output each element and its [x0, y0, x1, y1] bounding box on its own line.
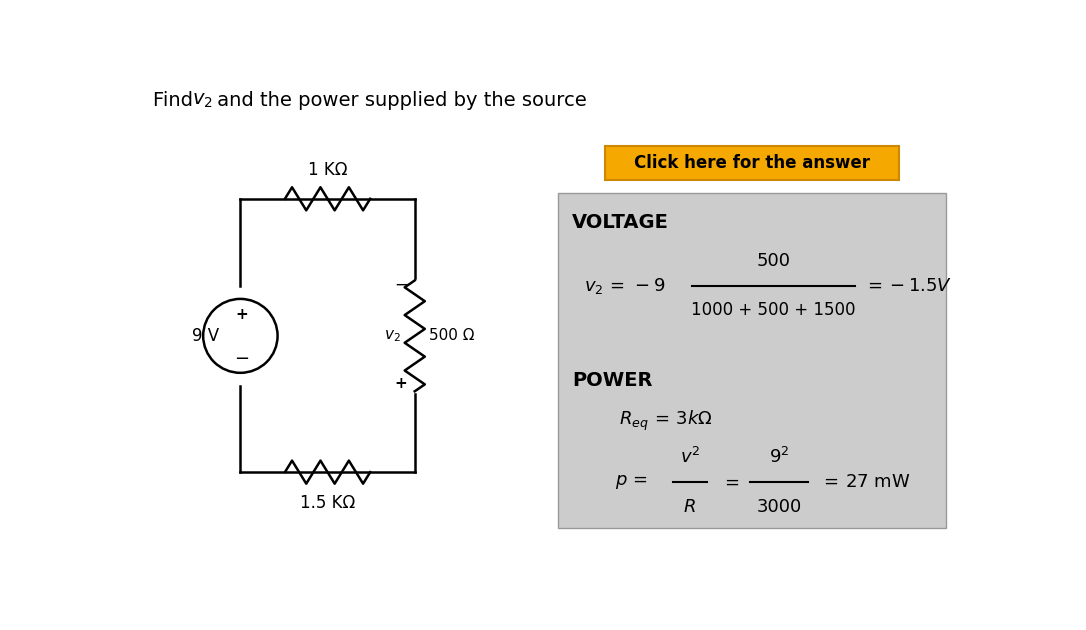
Text: Click here for the answer: Click here for the answer — [634, 154, 870, 171]
Text: VOLTAGE: VOLTAGE — [572, 213, 669, 232]
Text: +: + — [394, 376, 407, 391]
Text: $=$: $=$ — [721, 473, 740, 491]
Text: $v_2$: $v_2$ — [384, 328, 401, 344]
Text: $R_{eq}\, =\, 3k\Omega$: $R_{eq}\, =\, 3k\Omega$ — [619, 408, 712, 433]
Text: Find: Find — [153, 91, 205, 110]
Text: POWER: POWER — [572, 370, 653, 389]
Text: 3000: 3000 — [756, 498, 801, 515]
FancyBboxPatch shape — [558, 193, 946, 529]
Text: and the power supplied by the source: and the power supplied by the source — [211, 91, 586, 110]
Text: $p\, =$: $p\, =$ — [615, 473, 647, 491]
Text: +: + — [236, 307, 249, 322]
Text: $v_2\, =\, -9$: $v_2\, =\, -9$ — [583, 276, 665, 296]
Text: $R$: $R$ — [683, 498, 696, 515]
Text: 1000 + 500 + 1500: 1000 + 500 + 1500 — [692, 301, 856, 319]
Text: 1 KΩ: 1 KΩ — [307, 161, 348, 179]
FancyBboxPatch shape — [605, 146, 899, 180]
Text: 1.5 KΩ: 1.5 KΩ — [300, 494, 355, 512]
Text: −: − — [235, 350, 250, 368]
Text: 500: 500 — [757, 253, 791, 270]
Text: $=\, 27\ \mathrm{mW}$: $=\, 27\ \mathrm{mW}$ — [820, 473, 910, 491]
Text: $9^2$: $9^2$ — [769, 447, 790, 467]
Text: $v^2$: $v^2$ — [680, 447, 700, 467]
Text: 500 Ω: 500 Ω — [429, 328, 475, 343]
Text: −: − — [394, 275, 407, 294]
Text: $= -1.5V$: $= -1.5V$ — [864, 277, 952, 295]
Text: 9 V: 9 V — [192, 327, 219, 345]
Text: $v_2$: $v_2$ — [192, 91, 213, 110]
